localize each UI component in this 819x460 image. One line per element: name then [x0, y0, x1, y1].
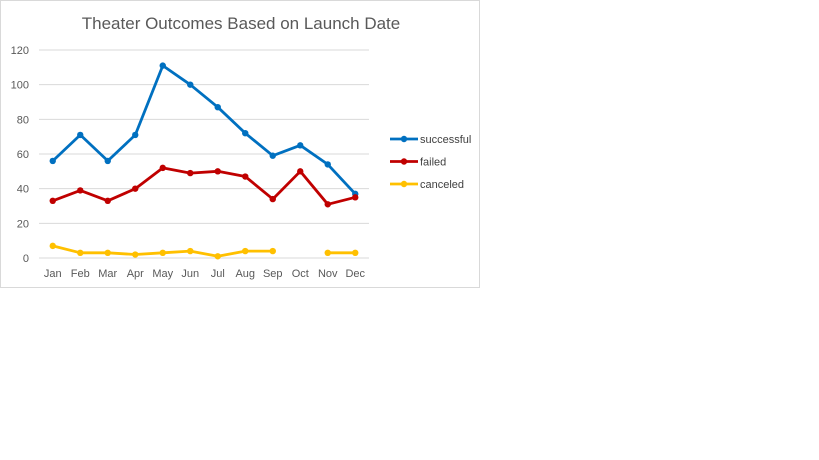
legend-item-failed: failed: [390, 157, 446, 169]
x-tick-label: Dec: [345, 268, 365, 280]
legend-swatch-marker: [400, 135, 408, 143]
data-point: [159, 62, 166, 69]
y-tick-label: 80: [17, 114, 29, 126]
data-point: [324, 201, 331, 208]
data-point: [269, 195, 276, 203]
data-point: [49, 197, 56, 204]
data-point: [324, 161, 331, 168]
y-tick-label: 60: [17, 149, 29, 161]
data-point: [132, 251, 139, 258]
data-point: [352, 249, 359, 256]
data-point: [214, 104, 221, 111]
legend-label: successful: [420, 134, 471, 146]
y-axis-ticks: 0 20 40 60 80 100 120: [11, 45, 29, 265]
data-point: [242, 247, 249, 255]
x-axis-ticks: Jan Feb Mar Apr May Jun Jul Aug Sep Oct Nov Dec: [44, 268, 366, 280]
y-tick-label: 100: [11, 80, 29, 92]
data-point: [49, 242, 56, 250]
legend-label: failed: [420, 157, 446, 169]
data-point: [159, 164, 166, 172]
x-tick-label: Jan: [44, 268, 62, 280]
chart-svg: Theater Outcomes Based on Launch Date 0 2…: [11, 14, 472, 280]
data-point: [214, 168, 221, 175]
data-point: [77, 249, 84, 256]
data-point: [77, 187, 84, 194]
data-point: [159, 249, 166, 256]
data-point: [132, 185, 139, 192]
data-point: [297, 142, 304, 149]
data-point: [187, 169, 194, 177]
x-tick-label: Oct: [292, 268, 309, 280]
x-tick-label: Jul: [211, 268, 225, 280]
series-group: [49, 62, 359, 260]
data-point: [104, 157, 111, 165]
series-line: [51, 64, 357, 196]
data-point: [214, 253, 221, 260]
y-tick-label: 20: [17, 218, 29, 230]
data-point: [77, 131, 84, 139]
data-point: [352, 194, 359, 201]
legend-swatch-marker: [400, 180, 408, 188]
x-tick-label: Jun: [181, 268, 199, 280]
x-tick-label: Mar: [98, 268, 117, 280]
legend-item-successful: successful: [390, 134, 471, 146]
legend-swatch-marker: [400, 158, 408, 165]
series-line: [51, 166, 357, 206]
series-failed: [49, 164, 359, 208]
data-point: [104, 249, 111, 256]
data-point: [324, 249, 331, 256]
series-line: [51, 244, 357, 258]
chart-title: Theater Outcomes Based on Launch Date: [82, 14, 400, 33]
chart-area: Theater Outcomes Based on Launch Date 0 2…: [0, 0, 480, 288]
data-point: [269, 152, 276, 159]
data-point: [187, 81, 194, 88]
data-point: [242, 130, 249, 137]
series-successful: [49, 62, 359, 198]
y-tick-label: 0: [23, 253, 29, 265]
y-tick-label: 120: [11, 45, 29, 57]
data-point: [242, 173, 249, 180]
data-point: [269, 247, 276, 255]
data-point: [187, 247, 194, 255]
x-tick-label: Apr: [127, 268, 144, 280]
series-canceled: [49, 242, 359, 260]
data-point: [104, 197, 111, 204]
data-point: [297, 168, 304, 175]
legend-label: canceled: [420, 179, 464, 191]
data-point: [49, 157, 56, 165]
legend: successful failed canceled: [390, 134, 471, 191]
gridlines: [39, 49, 369, 259]
x-tick-label: Nov: [318, 268, 338, 280]
x-tick-label: Aug: [235, 268, 255, 280]
x-tick-label: Feb: [71, 268, 90, 280]
legend-item-canceled: canceled: [390, 179, 464, 191]
data-point: [132, 131, 139, 139]
x-tick-label: Sep: [263, 268, 283, 280]
x-tick-label: May: [152, 268, 173, 280]
y-tick-label: 40: [17, 184, 29, 196]
